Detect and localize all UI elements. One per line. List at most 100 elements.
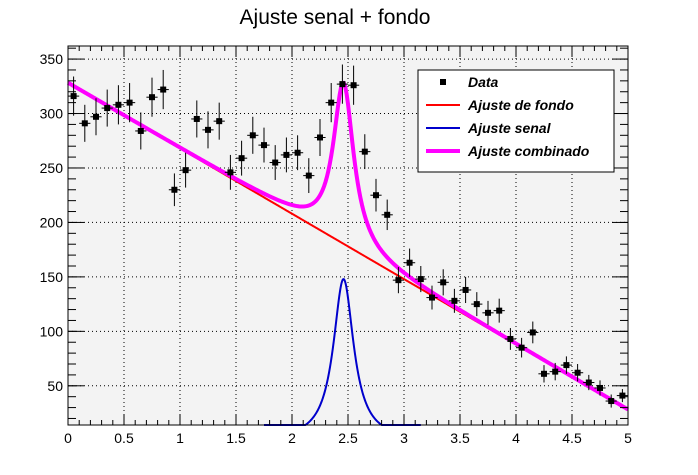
legend-marker xyxy=(440,79,446,85)
data-point xyxy=(180,152,192,188)
y-tick-label: 100 xyxy=(40,323,64,339)
legend-entry: Data xyxy=(440,74,499,90)
data-marker xyxy=(361,148,368,155)
data-marker xyxy=(485,309,491,316)
data-marker xyxy=(205,126,211,133)
data-marker xyxy=(574,369,581,376)
y-tick-label: 150 xyxy=(40,269,64,285)
data-marker xyxy=(93,113,99,120)
x-tick-label: 4.5 xyxy=(562,430,582,446)
data-marker xyxy=(563,362,570,369)
data-point xyxy=(202,111,214,149)
data-marker xyxy=(305,172,312,179)
data-point xyxy=(258,127,270,163)
data-point xyxy=(90,98,102,136)
y-tick-label: 200 xyxy=(40,214,64,230)
data-marker xyxy=(619,392,626,399)
y-tick-label: 350 xyxy=(40,51,64,67)
curve-ajuste-combinado xyxy=(66,80,630,412)
data-point xyxy=(392,267,404,294)
x-tick-label: 0 xyxy=(64,430,72,446)
data-point xyxy=(404,248,416,277)
data-marker xyxy=(171,186,178,193)
data-point xyxy=(79,104,91,142)
data-marker xyxy=(328,99,335,106)
data-point xyxy=(426,285,438,310)
y-tick-label: 300 xyxy=(40,106,64,122)
data-point xyxy=(549,362,561,381)
data-marker xyxy=(216,118,223,125)
data-point xyxy=(460,276,472,304)
data-marker xyxy=(350,82,357,89)
data-marker xyxy=(81,120,88,127)
data-point xyxy=(124,83,136,123)
data-marker xyxy=(507,335,514,342)
data-marker xyxy=(104,105,111,112)
data-marker xyxy=(473,301,480,308)
data-marker xyxy=(518,344,525,351)
data-point xyxy=(213,102,225,140)
legend-entry: Ajuste de fondo xyxy=(426,97,574,113)
data-point xyxy=(314,118,326,156)
data-marker xyxy=(193,115,200,122)
data-marker xyxy=(126,99,133,106)
data-marker xyxy=(227,169,234,176)
data-point xyxy=(112,85,124,125)
x-tick-label: 2.5 xyxy=(338,430,358,446)
data-marker xyxy=(541,370,547,377)
data-marker xyxy=(137,127,144,134)
data-marker xyxy=(317,134,323,141)
data-marker xyxy=(373,192,379,199)
data-point xyxy=(415,265,427,293)
data-marker xyxy=(115,101,122,108)
data-point xyxy=(157,69,169,110)
data-marker xyxy=(395,277,402,284)
data-marker xyxy=(272,159,279,166)
axes: 0 0.5 1 1.5 2 2.5 3 3.5 4 4.5 5 50 100 150 200 250 300 35… xyxy=(40,46,632,446)
data-point xyxy=(336,64,348,104)
data-marker xyxy=(529,329,536,336)
data-point xyxy=(168,173,180,207)
data-marker xyxy=(249,132,256,139)
data-point xyxy=(616,389,628,403)
data-point xyxy=(101,89,113,127)
data-marker xyxy=(451,297,458,304)
y-tick-label: 250 xyxy=(40,160,64,176)
data-point xyxy=(527,321,539,344)
x-tick-label: 4 xyxy=(512,430,520,446)
data-points xyxy=(68,64,628,408)
x-tick-label: 0.5 xyxy=(114,430,134,446)
data-marker xyxy=(552,368,559,375)
data-point xyxy=(135,112,147,150)
data-point xyxy=(437,269,449,296)
data-point xyxy=(504,328,516,350)
data-marker xyxy=(417,276,424,283)
data-marker xyxy=(608,398,615,405)
x-tick-label: 2 xyxy=(288,430,296,446)
legend-label: Ajuste de fondo xyxy=(467,97,574,113)
data-marker xyxy=(440,279,447,286)
x-tick-label: 5 xyxy=(624,430,632,446)
data-marker xyxy=(294,149,301,156)
data-point xyxy=(493,298,505,323)
data-point xyxy=(68,76,80,116)
data-point xyxy=(325,83,337,123)
data-point xyxy=(348,65,360,105)
data-marker xyxy=(238,155,245,162)
data-point xyxy=(605,394,617,408)
data-point xyxy=(471,292,483,317)
legend-box xyxy=(417,69,615,173)
data-point xyxy=(359,134,371,170)
data-point xyxy=(583,374,595,391)
legend: Data Ajuste de fondo Ajuste senal Ajuste co… xyxy=(417,69,615,173)
data-marker xyxy=(429,294,435,301)
data-marker xyxy=(597,384,603,391)
data-point xyxy=(280,137,292,173)
data-point xyxy=(448,288,460,313)
data-marker xyxy=(261,142,267,149)
data-point xyxy=(247,116,259,154)
x-tick-label: 1.5 xyxy=(226,430,246,446)
data-point xyxy=(538,365,550,383)
data-point xyxy=(572,364,584,382)
